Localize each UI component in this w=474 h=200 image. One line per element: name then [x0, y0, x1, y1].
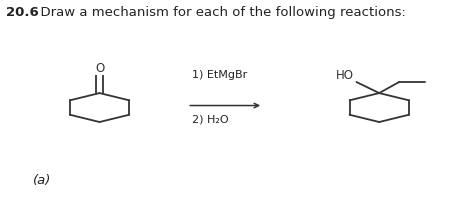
Text: 2) H₂O: 2) H₂O	[192, 114, 228, 124]
Text: (a): (a)	[34, 173, 52, 186]
Text: Draw a mechanism for each of the following reactions:: Draw a mechanism for each of the followi…	[32, 6, 406, 19]
Text: O: O	[95, 62, 104, 75]
Text: 1) EtMgBr: 1) EtMgBr	[192, 70, 247, 80]
Text: HO: HO	[336, 69, 354, 82]
Text: 20.6: 20.6	[6, 6, 38, 19]
